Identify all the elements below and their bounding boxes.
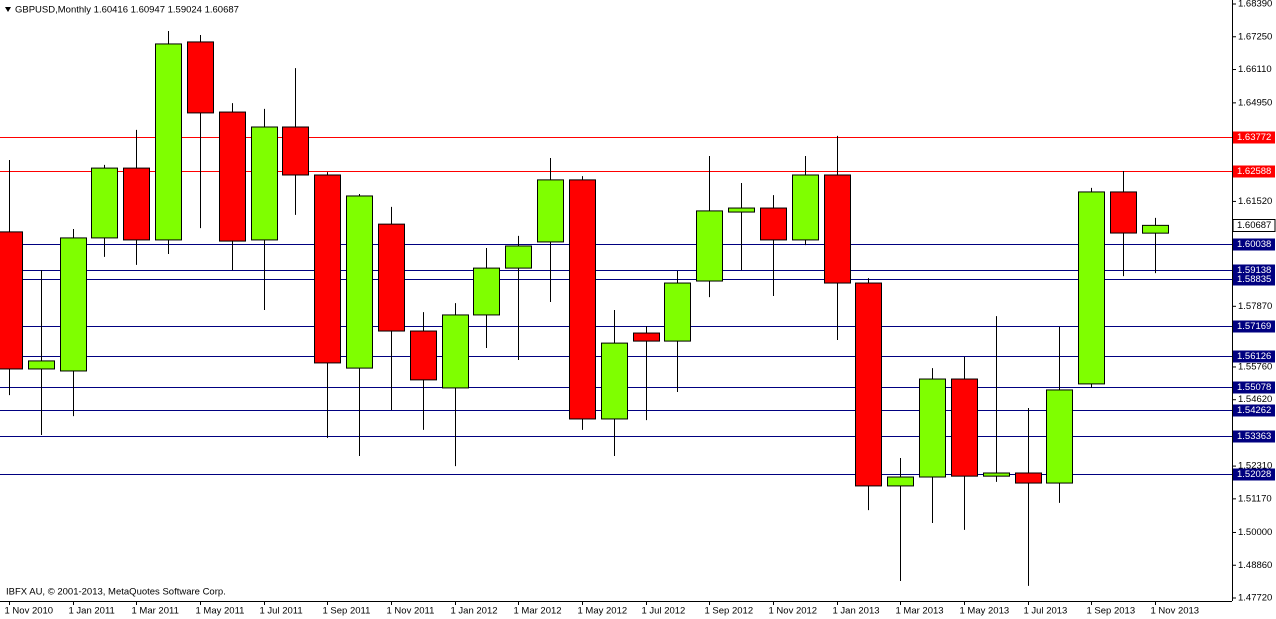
level-label: 1.58835 — [1237, 274, 1271, 285]
level-label-box — [1233, 238, 1275, 251]
y-tick-label: 1.66110 — [1238, 64, 1272, 75]
candle-body — [855, 282, 882, 487]
menu-triangle — [5, 7, 11, 12]
x-tick-label: 1 May 2011 — [196, 606, 245, 617]
level-label: 1.54262 — [1237, 405, 1271, 416]
x-tick-label: 1 Nov 2011 — [387, 606, 435, 617]
candle-body — [346, 195, 373, 369]
candle-body — [1110, 191, 1137, 234]
candle-body — [187, 41, 214, 114]
candle-body — [378, 223, 405, 332]
candle-body — [664, 282, 691, 342]
candle-body — [473, 267, 500, 316]
candle-body — [1078, 191, 1105, 385]
y-tick-label: 1.52310 — [1238, 461, 1272, 472]
x-tick-label: 1 Jul 2011 — [260, 606, 303, 617]
candle-body — [601, 342, 628, 420]
level-label-box — [1233, 165, 1275, 178]
x-tick-label: 1 Mar 2012 — [514, 606, 562, 617]
level-label-box — [1233, 320, 1275, 333]
y-tick-label: 1.57870 — [1238, 301, 1272, 312]
level-label: 1.57169 — [1237, 321, 1271, 332]
candle-body — [951, 378, 978, 477]
candle-body — [28, 360, 55, 370]
candle-body — [1142, 224, 1169, 234]
level-label-box — [1233, 350, 1275, 363]
y-tick-label: 1.54620 — [1238, 394, 1272, 405]
level-label-box — [1233, 404, 1275, 417]
x-tick-label: 1 Sep 2013 — [1087, 606, 1136, 617]
y-tick-label: 1.47720 — [1238, 593, 1272, 604]
x-tick-label: 1 Nov 2012 — [769, 606, 818, 617]
candle-body — [983, 472, 1010, 477]
x-tick-label: 1 Jan 2011 — [69, 606, 115, 617]
current-price-label: 1.60687 — [1237, 220, 1271, 231]
level-label: 1.55078 — [1237, 382, 1271, 393]
candle-body — [696, 210, 723, 282]
x-tick-label: 1 Jan 2012 — [451, 606, 498, 617]
y-tick-label: 1.61520 — [1238, 196, 1272, 207]
y-tick-label: 1.64950 — [1238, 97, 1272, 108]
x-tick-label: 1 Nov 2013 — [1151, 606, 1200, 617]
y-tick-label: 1.51170 — [1238, 493, 1272, 504]
chart-title: GBPUSD,Monthly 1.60416 1.60947 1.59024 1… — [15, 5, 239, 16]
x-tick-label: 1 May 2013 — [960, 606, 1010, 617]
candle-body — [219, 111, 246, 242]
x-tick-label: 1 Mar 2011 — [132, 606, 179, 617]
level-label: 1.52028 — [1237, 469, 1271, 480]
x-tick-label: 1 Nov 2010 — [5, 606, 54, 617]
candle-body — [91, 167, 118, 239]
candle-body — [442, 314, 469, 389]
level-label-box — [1233, 430, 1275, 443]
candle-body — [824, 174, 851, 284]
candle-body — [0, 231, 23, 370]
candle-body — [282, 126, 309, 176]
candle-body — [887, 476, 914, 487]
x-tick-label: 1 Sep 2012 — [705, 606, 754, 617]
y-tick-label: 1.55760 — [1238, 361, 1272, 372]
level-label: 1.53363 — [1237, 431, 1271, 442]
x-tick-label: 1 Jul 2013 — [1024, 606, 1068, 617]
candle-body — [633, 332, 660, 342]
y-tick-label: 1.50000 — [1238, 527, 1272, 538]
candle-body — [537, 179, 564, 243]
current-price-box — [1232, 219, 1276, 232]
candle-body — [314, 174, 341, 364]
level-label: 1.60038 — [1237, 239, 1271, 250]
candle-body — [123, 167, 150, 241]
x-tick-label: 1 May 2012 — [578, 606, 628, 617]
y-tick-label: 1.68390 — [1238, 0, 1272, 10]
copyright: IBFX AU, © 2001-2013, MetaQuotes Softwar… — [6, 587, 226, 598]
level-label-box — [1233, 131, 1275, 144]
candle-body — [60, 237, 87, 372]
candle-body — [1046, 389, 1073, 484]
candle-body — [728, 207, 755, 213]
candle-body — [155, 43, 182, 241]
level-label-box — [1233, 381, 1275, 394]
candle-body — [919, 378, 946, 478]
candle-body — [760, 207, 787, 241]
y-tick-label: 1.48860 — [1238, 560, 1272, 571]
candle-body — [505, 245, 532, 269]
level-label: 1.63772 — [1237, 132, 1271, 143]
level-label-box — [1233, 468, 1275, 481]
x-tick-label: 1 Mar 2013 — [896, 606, 944, 617]
candle-body — [569, 179, 596, 420]
x-tick-label: 1 Jan 2013 — [833, 606, 880, 617]
x-tick-label: 1 Sep 2011 — [323, 606, 371, 617]
candle-body — [792, 174, 819, 241]
y-tick-label: 1.67250 — [1238, 31, 1272, 42]
level-label: 1.62588 — [1237, 166, 1271, 177]
level-label: 1.59138 — [1237, 265, 1271, 276]
candle-body — [410, 330, 437, 381]
level-label-box — [1233, 273, 1275, 286]
candle-body — [1015, 472, 1042, 484]
x-tick-label: 1 Jul 2012 — [642, 606, 686, 617]
level-label: 1.56126 — [1237, 351, 1271, 362]
candle-body — [251, 126, 278, 241]
